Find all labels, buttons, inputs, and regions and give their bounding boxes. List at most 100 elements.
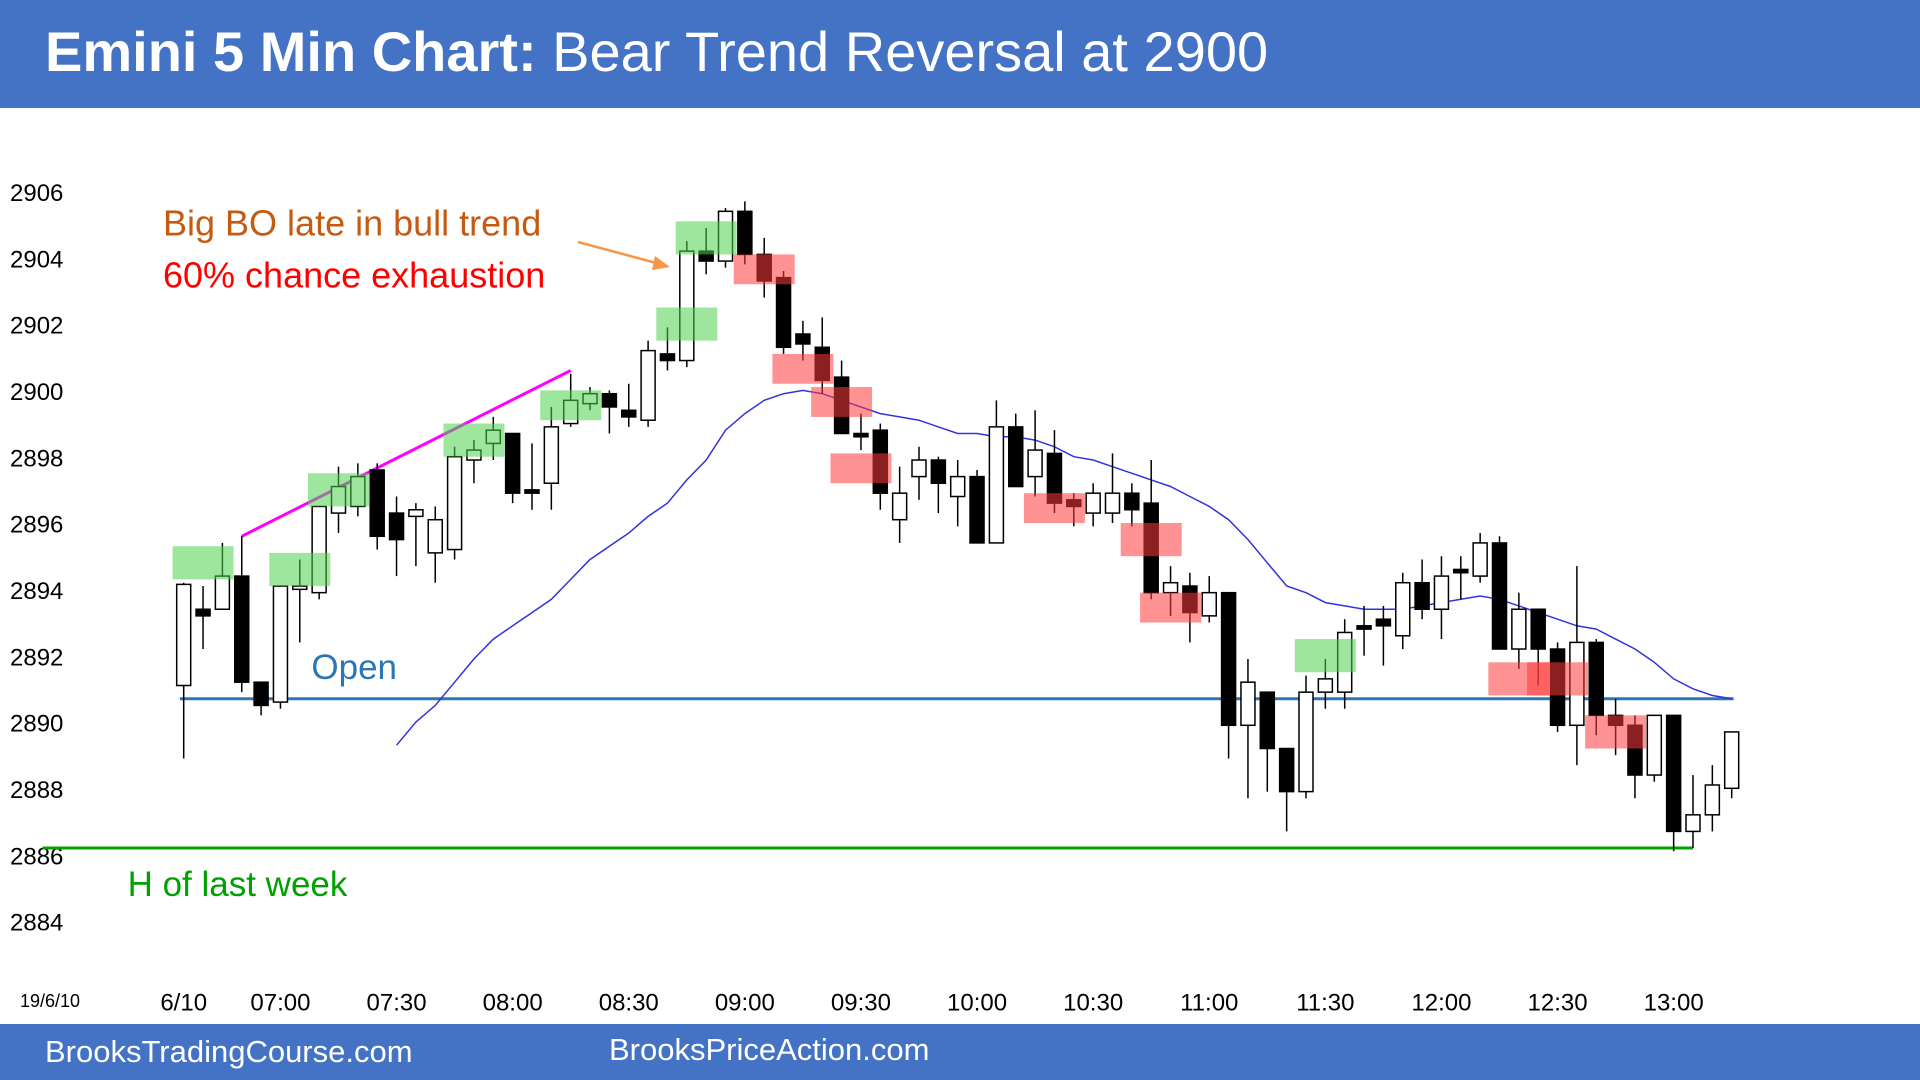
footer-text: BrooksTradingCourse.com [45, 1034, 413, 1069]
title-rest: Bear Trend Reversal at 2900 [552, 20, 1268, 83]
candle-body [504, 432, 521, 494]
x-tick-label: 08:00 [483, 989, 543, 1016]
x-tick-label: 12:00 [1411, 989, 1471, 1016]
candle-body [1104, 492, 1121, 514]
signal-box [830, 453, 892, 484]
candle-body [388, 512, 405, 541]
moving-average [396, 389, 1732, 746]
signal-box [1527, 662, 1589, 696]
y-tick-label: 2898 [10, 445, 63, 472]
candle-body [1646, 714, 1663, 776]
y-tick-label: 2890 [10, 711, 63, 738]
signal-box [1294, 639, 1356, 673]
y-tick-label: 2904 [10, 246, 63, 273]
candle-body [292, 585, 308, 591]
candle-body [988, 426, 1005, 544]
signal-box [675, 221, 737, 255]
candle-body [1298, 691, 1314, 793]
candle-body [969, 475, 985, 544]
candle-body [253, 681, 269, 707]
candle-body [1685, 814, 1701, 833]
candle-body [659, 353, 676, 362]
annotation-arrow [577, 240, 661, 266]
date-label: 19/6/10 [20, 991, 80, 1011]
candle-body [1162, 581, 1179, 594]
candle-body [775, 276, 792, 349]
candle-body [1008, 426, 1024, 488]
candle-body [949, 475, 966, 498]
candle-body [1511, 608, 1527, 650]
candle-body [214, 575, 231, 610]
y-tick-label: 2884 [10, 910, 63, 937]
signal-box [269, 552, 331, 587]
candle-body [737, 210, 753, 256]
y-tick-label: 2894 [10, 578, 63, 605]
signal-box [443, 423, 505, 457]
candle-body [1530, 608, 1546, 650]
signal-box [1120, 523, 1182, 557]
candle-body [1723, 731, 1740, 790]
footer-bar [0, 1024, 1920, 1080]
candle-body [911, 459, 927, 478]
footer-text: BrooksPriceAction.com [609, 1032, 929, 1067]
signal-box [656, 307, 718, 341]
signal-box [772, 353, 834, 384]
candle-body [640, 349, 656, 421]
candle-body [1220, 591, 1237, 727]
candle-body [891, 492, 908, 521]
candle-body [1704, 784, 1721, 816]
candle-body [1375, 618, 1392, 627]
candle-body [1491, 542, 1508, 650]
y-tick-label: 2888 [10, 777, 63, 804]
candle-body [1472, 542, 1488, 577]
annotation-arrowhead [652, 256, 670, 270]
signal-box [308, 473, 369, 507]
x-tick-label: 11:30 [1296, 989, 1354, 1016]
candle-body [369, 469, 385, 538]
candle-body [1453, 568, 1469, 574]
candle-body [1665, 714, 1682, 833]
chart-title: Emini 5 Min Chart: Bear Trend Reversal a… [45, 20, 1268, 83]
reference-label: Open [311, 648, 397, 687]
candle-body [1027, 449, 1043, 478]
candle-body [543, 426, 560, 484]
candle-body [1259, 691, 1276, 750]
annotation: 60% chance exhaustion [163, 255, 545, 296]
x-tick-label: 09:00 [715, 989, 775, 1016]
candle-body [408, 509, 424, 518]
candle-body [1395, 581, 1411, 637]
candle-body [1278, 747, 1295, 793]
signal-box [172, 546, 234, 580]
candle-body [234, 575, 250, 683]
x-tick-label: 13:00 [1644, 989, 1704, 1016]
x-tick-label: 09:30 [831, 989, 891, 1016]
y-tick-label: 2906 [10, 180, 63, 207]
signal-box [1023, 493, 1085, 524]
x-tick-label: 08:30 [599, 989, 659, 1016]
x-tick-label: 10:30 [1063, 989, 1123, 1016]
candle-body [1240, 681, 1256, 727]
candle-body [446, 455, 463, 551]
x-tick-label: 6/10 [160, 989, 207, 1016]
y-tick-label: 2900 [10, 379, 63, 406]
candle-body [1201, 591, 1217, 617]
candle-body [1317, 678, 1334, 693]
candle-body [795, 333, 811, 345]
title-bold: Emini 5 Min Chart: [45, 20, 537, 83]
signal-box [733, 254, 795, 285]
y-tick-label: 2902 [10, 313, 63, 340]
candle-body [427, 518, 443, 554]
x-tick-label: 10:00 [947, 989, 1007, 1016]
signal-box [1140, 592, 1202, 623]
y-tick-label: 2896 [10, 512, 63, 539]
candle-body [272, 585, 289, 703]
x-tick-label: 07:00 [250, 989, 310, 1016]
candle-body [930, 459, 947, 484]
candle-body [1433, 575, 1450, 610]
candle-body [1124, 492, 1140, 511]
reference-label: H of last week [128, 865, 348, 904]
candle-body [601, 392, 618, 408]
annotation: Big BO late in bull trend [163, 203, 541, 244]
candle-body [1356, 625, 1372, 630]
